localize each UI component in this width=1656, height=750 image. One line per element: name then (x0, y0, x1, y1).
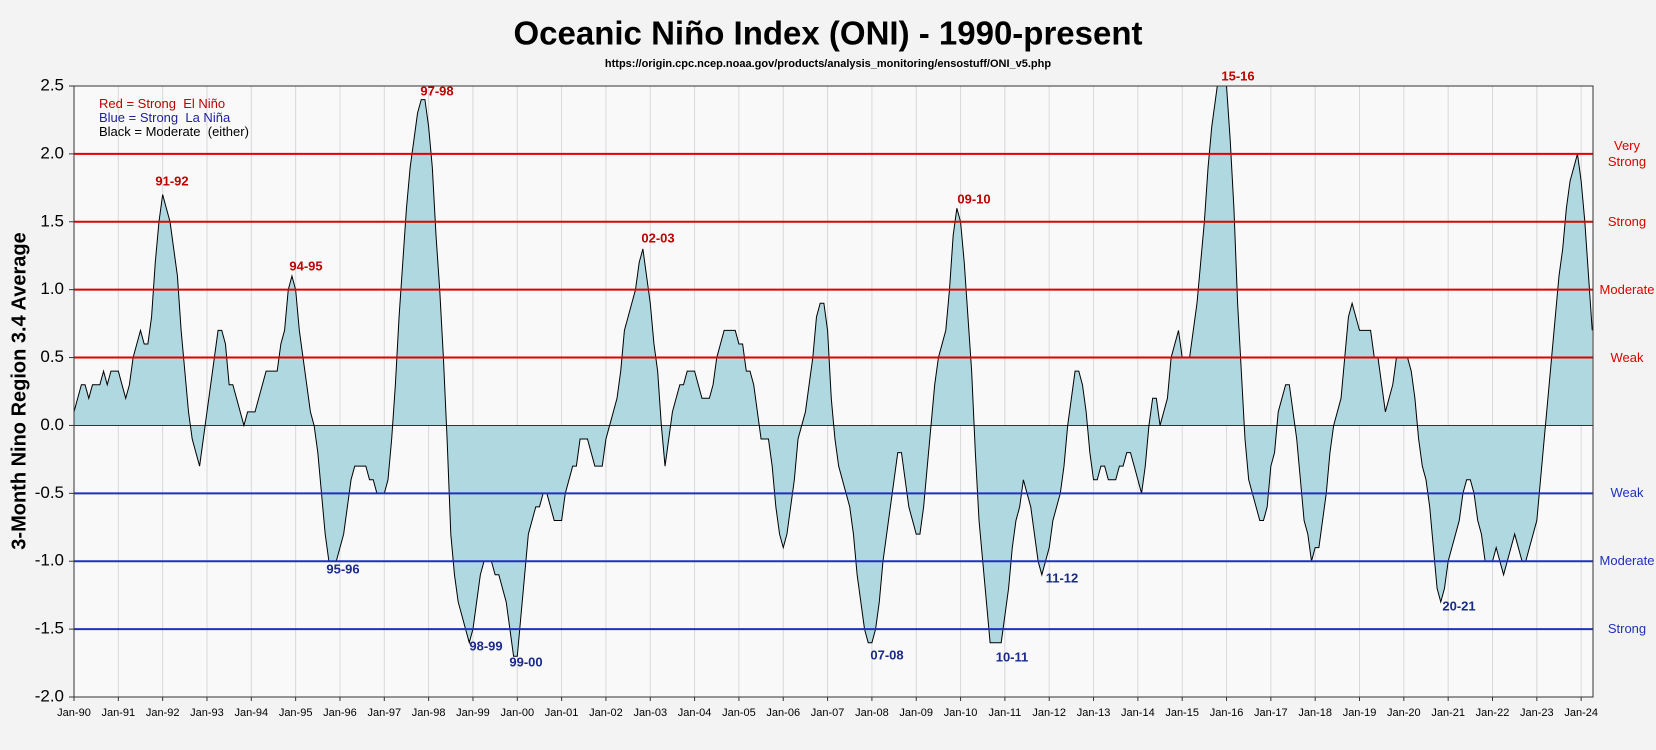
x-tick-label: Jan-01 (545, 707, 579, 719)
x-tick-label: Jan-02 (589, 707, 623, 719)
chart-title: Oceanic Niño Index (ONI) - 1990-present (514, 15, 1143, 52)
x-tick-label: Jan-07 (811, 707, 845, 719)
legend: Red = Strong El Niño Blue = Strong La Niñ… (99, 97, 249, 139)
y-tick-label: 1.5 (40, 211, 64, 230)
x-tick-label: Jan-20 (1387, 707, 1421, 719)
annotation: 09-10 (957, 191, 990, 206)
x-tick-label: Jan-23 (1520, 707, 1554, 719)
x-tick-label: Jan-18 (1298, 707, 1332, 719)
line (74, 86, 1593, 657)
annotation: 20-21 (1442, 598, 1475, 613)
annotation: 91-92 (155, 173, 188, 188)
legend-entry: Black = Moderate (either) (99, 124, 249, 139)
x-tick-label: Jan-03 (633, 707, 667, 719)
x-tick-label: Jan-90 (57, 707, 91, 719)
x-tick-label: Jan-15 (1165, 707, 1199, 719)
x-tick-label: Jan-98 (412, 707, 446, 719)
threshold-label: Moderate (1599, 553, 1655, 569)
annotation: 94-95 (289, 258, 322, 273)
annotation: 02-03 (641, 230, 674, 245)
annotation: 99-00 (509, 654, 542, 669)
threshold-label: Weak (1610, 485, 1644, 501)
x-tick-label: Jan-91 (102, 707, 136, 719)
legend-entry: Blue = Strong La Niña (99, 110, 231, 125)
x-tick-label: Jan-95 (279, 707, 313, 719)
x-tick-label: Jan-92 (146, 707, 180, 719)
plot-area (74, 86, 1593, 697)
threshold-label: Moderate (1599, 281, 1655, 297)
threshold-label: Strong (1607, 621, 1647, 637)
annotation: 15-16 (1221, 68, 1254, 83)
annotation: 11-12 (1046, 570, 1079, 585)
x-tick-label: Jan-97 (367, 707, 401, 719)
y-tick-label: -1.0 (35, 551, 64, 570)
x-tick-label: Jan-08 (855, 707, 889, 719)
x-tick-label: Jan-19 (1343, 707, 1377, 719)
x-tick-label: Jan-09 (899, 707, 933, 719)
threshold-label: Strong (1607, 213, 1647, 229)
threshold-label: Weak (1610, 349, 1644, 365)
x-tick-label: Jan-12 (1032, 707, 1066, 719)
legend-entry: Red = Strong El Niño (99, 96, 226, 111)
y-tick-label: 2.5 (40, 75, 64, 94)
x-tick-label: Jan-06 (766, 707, 800, 719)
series (74, 86, 1593, 657)
y-tick-label: -1.5 (35, 619, 64, 638)
x-tick-label: Jan-21 (1431, 707, 1465, 719)
x-tick-label: Jan-00 (500, 707, 534, 719)
annotation: 07-08 (870, 647, 903, 662)
x-tick-label: Jan-96 (323, 707, 357, 719)
x-tick-label: Jan-14 (1121, 707, 1155, 719)
chart-subtitle: https://origin.cpc.ncep.noaa.gov/product… (605, 58, 1051, 70)
x-tick-label: Jan-11 (988, 707, 1021, 719)
x-tick-label: Jan-04 (678, 707, 712, 719)
y-tick-label: -2.0 (35, 686, 64, 705)
y-tick-label: 0.5 (40, 347, 64, 366)
x-tick-label: Jan-05 (722, 707, 756, 719)
annotation: 95-96 (326, 561, 359, 576)
x-tick-label: Jan-22 (1476, 707, 1510, 719)
x-tick-label: Jan-24 (1564, 707, 1598, 719)
x-tick-label: Jan-10 (944, 707, 978, 719)
area-fill (74, 86, 1593, 657)
plot-border (73, 85, 1594, 698)
y-tick-label: 1.0 (40, 279, 64, 298)
y-tick-label: 0.0 (40, 415, 64, 434)
annotation: 10-11 (996, 649, 1029, 664)
annotation: 97-98 (420, 83, 453, 98)
annotation: 98-99 (469, 638, 502, 653)
x-tick-label: Jan-99 (456, 707, 490, 719)
threshold-label: Very Strong (1607, 137, 1647, 169)
overlay: -2.0 -1.5 -1.0 -0.5 0.0 0.5 1.0 1.5 2.0 2.5 Jan-90… (35, 68, 1598, 718)
x-tick-label: Jan-16 (1210, 707, 1244, 719)
x-tick-label: Jan-13 (1077, 707, 1111, 719)
y-axis-label: 3-Month Nino Region 3.4 Average (8, 232, 30, 549)
y-tick-label: 2.0 (40, 143, 64, 162)
x-tick-label: Jan-94 (234, 707, 268, 719)
x-tick-label: Jan-93 (190, 707, 224, 719)
y-tick-label: -0.5 (35, 483, 64, 502)
x-tick-label: Jan-17 (1254, 707, 1288, 719)
